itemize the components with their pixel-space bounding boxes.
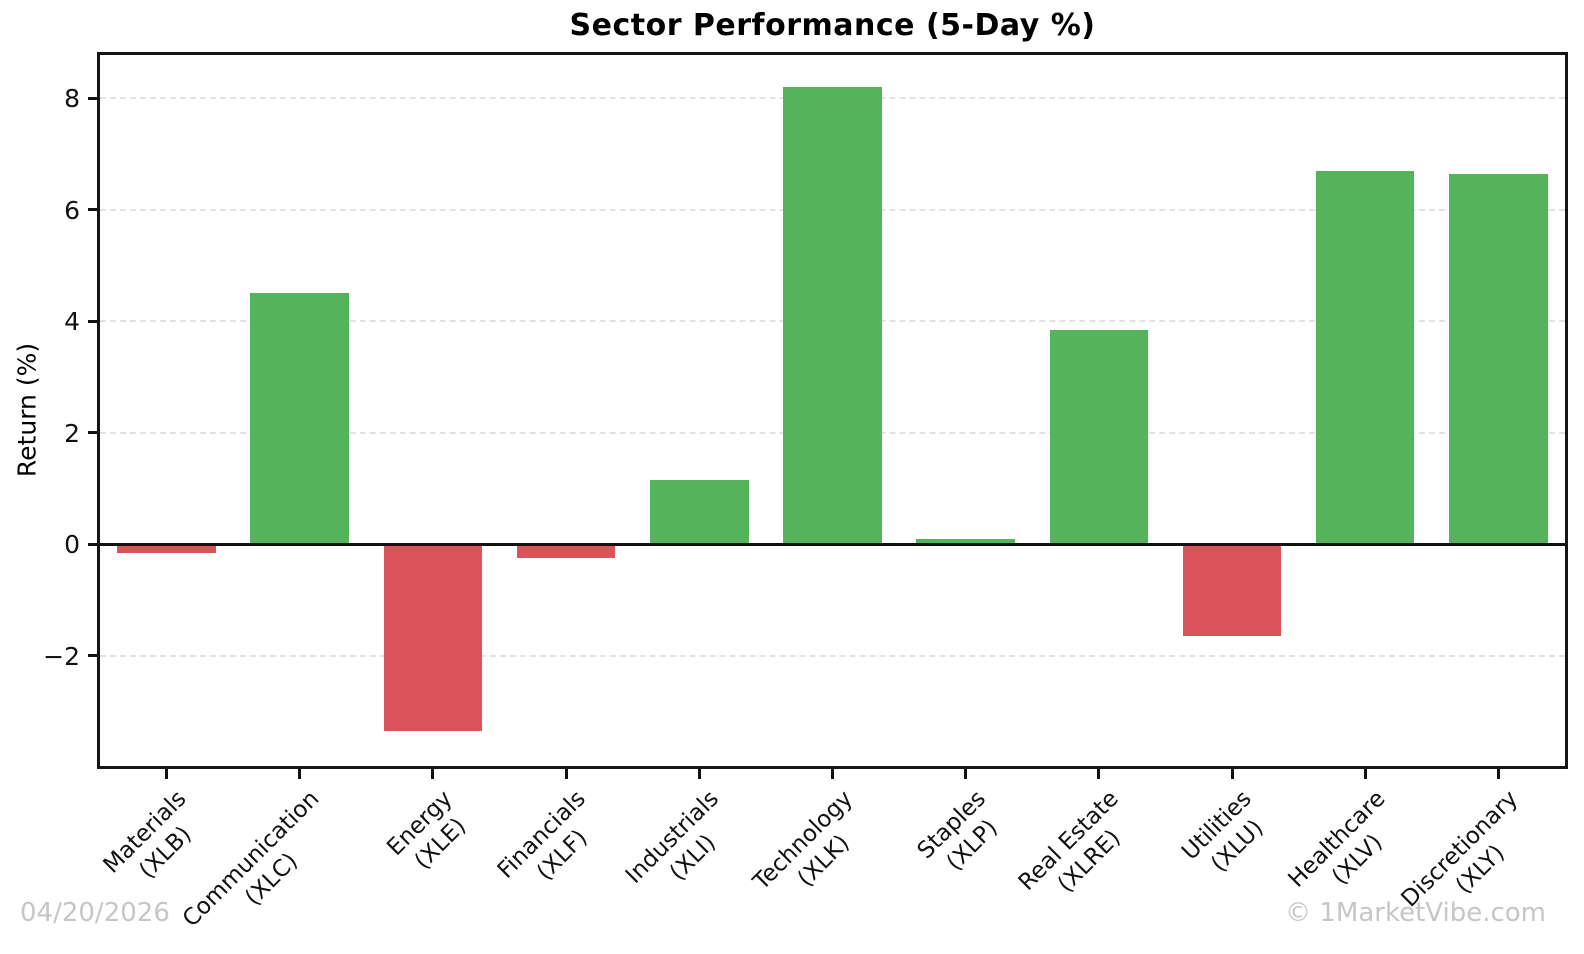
x-tick-mark <box>1230 769 1234 779</box>
x-tick-label: Industrials (XLI) <box>621 785 746 910</box>
bar-XLV <box>1315 170 1415 545</box>
bar-XLRE <box>1049 329 1149 545</box>
x-tick-label: Staples (XLP) <box>912 785 1013 886</box>
x-tick-mark <box>964 769 968 779</box>
y-tick-mark <box>88 542 97 546</box>
y-tick-label: 6 <box>64 195 80 225</box>
footer-copyright: © 1MarketVibe.com <box>1285 898 1546 928</box>
y-tick-label: −2 <box>43 641 80 671</box>
x-tick-label: Healthcare (XLV) <box>1283 785 1412 914</box>
y-tick-mark <box>88 96 97 100</box>
x-tick-mark <box>165 769 169 779</box>
x-tick-mark <box>697 769 701 779</box>
bar-XLE <box>383 544 483 731</box>
y-tick-mark <box>88 319 97 323</box>
zero-line <box>100 542 1565 546</box>
y-tick-mark <box>88 208 97 212</box>
bar-XLI <box>650 480 749 545</box>
x-tick-label: Technology (XLK) <box>747 785 879 917</box>
x-tick-mark <box>831 769 834 779</box>
bar-XLP <box>916 538 1015 545</box>
x-tick-label: Communication (XLC) <box>178 785 347 954</box>
y-axis-label: Return (%) <box>12 342 42 478</box>
y-tick-mark <box>88 431 97 435</box>
x-tick-label: Real Estate (XLRE) <box>1013 785 1145 917</box>
bar-XLY <box>1449 173 1548 545</box>
x-tick-mark <box>1496 769 1500 779</box>
x-tick-mark <box>298 769 302 779</box>
bar-XLC <box>250 293 350 545</box>
gridline <box>100 654 1565 657</box>
bar-XLK <box>783 87 882 545</box>
x-tick-mark <box>431 769 435 779</box>
bar-XLF <box>516 544 616 559</box>
x-tick-label: Utilities (XLU) <box>1177 785 1279 887</box>
x-tick-label: Materials (XLB) <box>98 785 213 900</box>
footer-date: 04/20/2026 <box>20 898 170 928</box>
chart-title: Sector Performance (5-Day %) <box>569 8 1096 43</box>
x-tick-label: Energy (XLE) <box>382 785 480 883</box>
x-tick-mark <box>1363 769 1367 779</box>
y-tick-label: 8 <box>64 84 80 114</box>
x-tick-mark <box>1097 769 1101 779</box>
y-tick-mark <box>88 654 97 658</box>
y-tick-label: 0 <box>64 530 80 560</box>
bar-XLB <box>117 544 216 553</box>
y-tick-label: 2 <box>64 418 80 448</box>
x-tick-label: Financials (XLF) <box>492 785 612 905</box>
y-tick-label: 4 <box>64 307 80 337</box>
plot-area <box>97 52 1568 769</box>
bar-XLU <box>1182 544 1282 637</box>
x-tick-mark <box>564 769 568 779</box>
